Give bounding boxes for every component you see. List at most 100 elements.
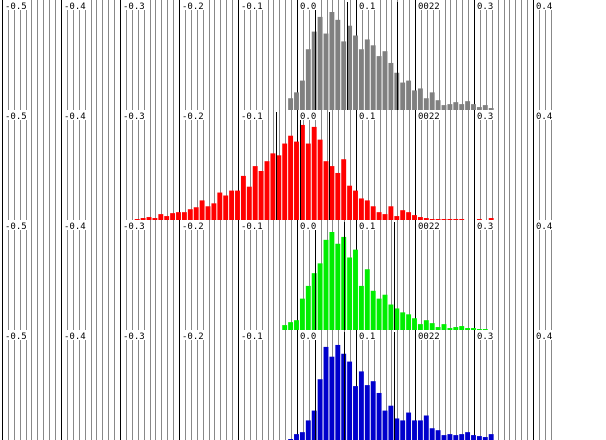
histogram-bar xyxy=(193,207,199,220)
histogram-bar xyxy=(412,90,417,110)
histogram-bar xyxy=(317,263,323,330)
histogram-bar xyxy=(341,236,347,330)
histogram-bar xyxy=(353,35,358,110)
histogram-bar xyxy=(323,161,329,220)
histogram-bar xyxy=(406,212,412,220)
histogram-bar xyxy=(412,215,417,220)
histogram-bar xyxy=(459,326,465,330)
histogram-bar xyxy=(317,379,323,440)
tick-label-background xyxy=(476,110,495,120)
histogram-bar xyxy=(270,153,276,220)
tick-label-background xyxy=(122,0,147,10)
panel-3-marker-lines xyxy=(315,222,395,330)
histogram-bar xyxy=(465,432,471,440)
histogram-bar xyxy=(364,200,370,220)
histogram-bar xyxy=(394,308,400,330)
tick-label-background xyxy=(181,110,206,120)
histogram-bar xyxy=(311,273,317,330)
histogram-bar xyxy=(246,186,252,220)
histogram-bar xyxy=(329,166,335,220)
histogram-bar xyxy=(376,298,382,330)
histogram-bar xyxy=(453,435,459,440)
tick-label-background xyxy=(4,330,29,340)
x-tick-label: 0.0 xyxy=(300,222,316,232)
histogram-bar xyxy=(146,217,152,220)
histogram-bar xyxy=(376,392,382,440)
histogram-bar xyxy=(311,31,317,111)
histogram-bar xyxy=(305,49,311,110)
panel-4-grid xyxy=(2,330,552,440)
x-tick-label: 0.0 xyxy=(300,332,316,342)
histogram-bar xyxy=(152,218,158,220)
histogram-bar xyxy=(453,102,459,110)
x-tick-label: -0.5 xyxy=(5,2,27,12)
panel-2-marker-lines xyxy=(276,112,330,220)
histogram-bar xyxy=(288,135,294,220)
extra-tick-label: 0022 xyxy=(418,222,440,232)
histogram-bar xyxy=(382,214,388,220)
tick-label-background xyxy=(358,0,377,10)
histogram-bar xyxy=(441,435,447,440)
x-tick-label: -0.5 xyxy=(5,222,27,232)
tick-label-background xyxy=(240,220,265,230)
histogram-bar xyxy=(435,430,441,440)
histogram-bar xyxy=(211,203,217,220)
histogram-bar xyxy=(282,325,288,330)
histogram-bar xyxy=(459,219,465,220)
histogram-bar xyxy=(441,324,447,330)
x-tick-label: -0.2 xyxy=(182,2,204,12)
histogram-bar xyxy=(335,172,341,220)
histogram-bar xyxy=(252,166,258,220)
histogram-bar xyxy=(347,25,353,110)
histogram-bar xyxy=(388,206,394,220)
x-tick-label: -0.1 xyxy=(241,332,263,342)
tick-label-background xyxy=(299,110,318,120)
histogram-bar xyxy=(471,328,476,330)
x-tick-label: -0.4 xyxy=(64,222,86,232)
x-tick-label: 0.3 xyxy=(477,222,493,232)
histogram-bar xyxy=(353,249,358,330)
histogram-bar xyxy=(382,410,388,440)
histogram-bar xyxy=(187,209,193,220)
panel-4-marker-lines xyxy=(315,332,395,440)
histogram-bar xyxy=(453,219,459,220)
histogram-bar xyxy=(394,418,400,440)
histogram-bar xyxy=(199,200,205,220)
histogram-bar xyxy=(205,206,211,220)
histogram-bar xyxy=(353,190,358,220)
x-tick-label: -0.1 xyxy=(241,112,263,122)
x-tick-label: 0.4 xyxy=(536,112,552,122)
tick-label-background xyxy=(535,0,554,10)
histogram-bar xyxy=(476,219,482,220)
histogram-bar xyxy=(299,80,305,110)
tick-label-background xyxy=(535,110,554,120)
histogram-bar xyxy=(406,314,412,330)
histogram-bar xyxy=(423,218,429,220)
extra-tick-label: 0022 xyxy=(418,332,440,342)
histogram-bar xyxy=(288,98,294,110)
histogram-bar xyxy=(317,16,323,110)
histogram-bar xyxy=(305,143,311,220)
x-tick-label: -0.4 xyxy=(64,2,86,12)
histogram-bar xyxy=(447,219,453,220)
x-tick-label: -0.5 xyxy=(5,332,27,342)
histogram-bar xyxy=(364,385,370,440)
x-tick-label: -0.1 xyxy=(241,222,263,232)
histogram-bar xyxy=(482,329,488,330)
tick-label-background xyxy=(358,220,377,230)
histogram-bar xyxy=(329,356,335,440)
tick-label-background xyxy=(299,0,318,10)
panel-1-bars xyxy=(288,12,494,111)
panel-3-bars xyxy=(282,232,488,330)
histogram-bar xyxy=(305,285,311,330)
tick-label-background xyxy=(4,110,29,120)
histogram-bar xyxy=(282,143,288,220)
histogram-bar xyxy=(476,329,482,330)
histogram-bar xyxy=(382,51,388,110)
histogram-bar xyxy=(423,415,429,440)
x-tick-label: -0.1 xyxy=(241,2,263,12)
tick-label-background xyxy=(122,220,147,230)
histogram-bar xyxy=(341,353,347,440)
histogram-bar xyxy=(353,386,358,440)
